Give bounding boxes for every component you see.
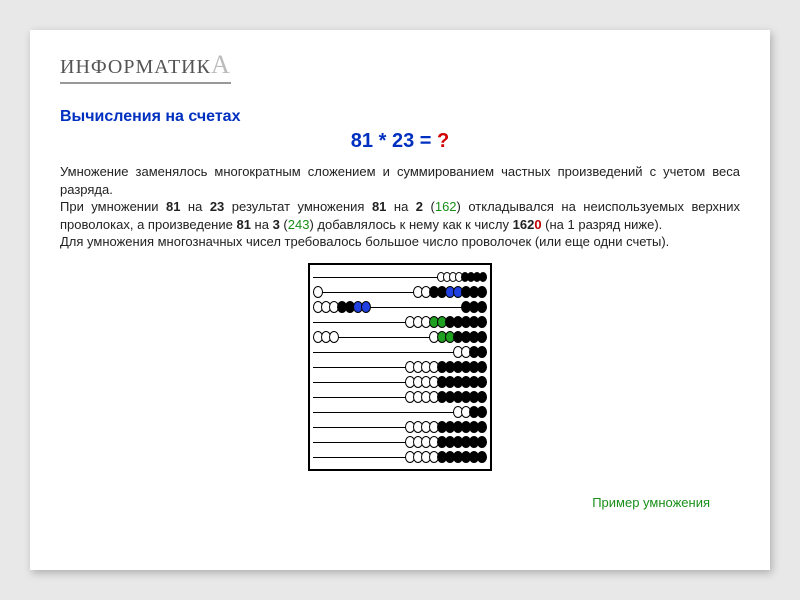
bead-group-right (454, 405, 486, 419)
p2-81b: 81 (372, 199, 386, 214)
p2-1620a: 162 (513, 217, 535, 232)
bead (477, 301, 487, 313)
bead-group-right (462, 300, 486, 314)
p2-81a: 81 (166, 199, 180, 214)
bead (477, 391, 487, 403)
abacus-wire (310, 375, 490, 389)
bead (477, 436, 487, 448)
bead-group-right (406, 315, 486, 329)
p2-162: 162 (435, 199, 457, 214)
p2-243: 243 (288, 217, 310, 232)
bead-group-right (454, 345, 486, 359)
bead-group-right (430, 330, 486, 344)
bead (477, 406, 487, 418)
p2-seg9: ) добавлялось к нему как к числу (309, 217, 512, 232)
body-text: Умножение заменялось многократным сложен… (60, 163, 740, 251)
bead-group-right (406, 360, 486, 374)
p2-seg3: результат умножения (224, 199, 372, 214)
equation: 81 * 23 = ? (60, 130, 740, 153)
abacus-wire (310, 450, 490, 464)
brand-text: ИНФОРМАТИК (60, 56, 211, 78)
bead (477, 421, 487, 433)
bead-group-right (406, 375, 486, 389)
equation-lhs: 81 * 23 = (351, 130, 437, 152)
bead (329, 331, 339, 343)
p2-23: 23 (210, 199, 224, 214)
abacus-wire (310, 435, 490, 449)
equation-rhs: ? (437, 130, 449, 152)
brand-header: ИНФОРМАТИКА (60, 50, 231, 84)
p2-seg10: (на 1 разряд ниже). (542, 217, 663, 232)
bead-group-left (314, 300, 370, 314)
p2-seg7: на (251, 217, 273, 232)
page-background: ИНФОРМАТИКА Вычисления на счетах 81 * 23… (0, 0, 800, 600)
slide: ИНФОРМАТИКА Вычисления на счетах 81 * 23… (30, 30, 770, 570)
bead (477, 346, 487, 358)
paragraph-1: Умножение заменялось многократным сложен… (60, 163, 740, 198)
bead (477, 331, 487, 343)
abacus-wire (310, 300, 490, 314)
caption: Пример умножения (592, 495, 710, 510)
abacus-wire (310, 405, 490, 419)
bead (477, 451, 487, 463)
brand-suffix: А (211, 50, 231, 79)
bead-group-right (406, 390, 486, 404)
p2-seg8: ( (280, 217, 288, 232)
p2-seg2: на (180, 199, 209, 214)
abacus (308, 263, 492, 471)
p2-3: 3 (273, 217, 280, 232)
bead-group-right (406, 435, 486, 449)
p2-1620-zero: 0 (534, 217, 541, 232)
p2-2: 2 (416, 199, 423, 214)
paragraph-2: При умножении 81 на 23 результат умножен… (60, 198, 740, 233)
p2-seg: При умножении (60, 199, 166, 214)
bead-group-right (406, 450, 486, 464)
bead (313, 286, 323, 298)
bead (477, 376, 487, 388)
abacus-wire (310, 420, 490, 434)
abacus-wire (310, 270, 490, 284)
abacus-wire (310, 330, 490, 344)
paragraph-3: Для умножения многозначных чисел требова… (60, 233, 740, 251)
bead-group-left (314, 330, 338, 344)
p2-seg4: на (386, 199, 415, 214)
bead (477, 316, 487, 328)
abacus-wire (310, 345, 490, 359)
bead (477, 286, 487, 298)
abacus-container (60, 263, 740, 471)
bead (361, 301, 371, 313)
abacus-wire (310, 390, 490, 404)
abacus-wire (310, 360, 490, 374)
section-title: Вычисления на счетах (60, 108, 740, 126)
bead-group-right (414, 285, 486, 299)
abacus-wire (310, 285, 490, 299)
p2-seg5: ( (423, 199, 435, 214)
bead-group-right (406, 420, 486, 434)
bead-group-right (438, 270, 486, 284)
bead (477, 361, 487, 373)
bead (479, 272, 487, 282)
abacus-wire (310, 315, 490, 329)
p2-81c: 81 (236, 217, 250, 232)
bead-group-left (314, 285, 322, 299)
